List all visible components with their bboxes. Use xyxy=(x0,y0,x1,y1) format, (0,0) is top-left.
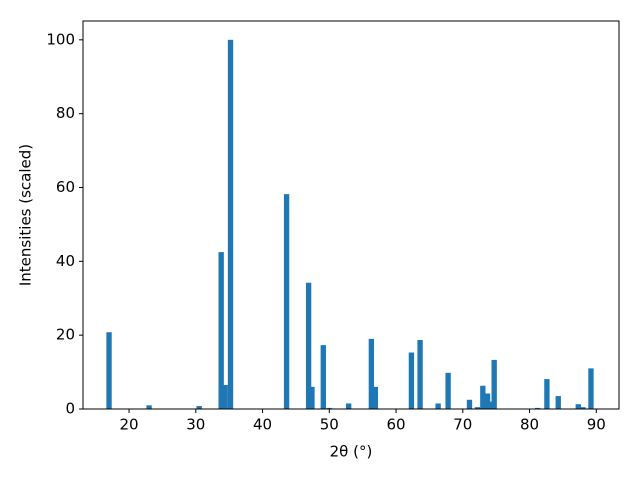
bar xyxy=(320,345,326,409)
bar xyxy=(534,407,541,409)
bar xyxy=(218,252,224,409)
bar xyxy=(106,332,112,409)
bar xyxy=(588,368,594,409)
y-tick-label: 0 xyxy=(65,400,75,418)
bar xyxy=(372,386,379,409)
bar xyxy=(484,393,491,409)
x-tick-label: 90 xyxy=(587,416,606,434)
y-tick-label: 80 xyxy=(56,104,75,122)
y-axis-label: Intensities (scaled) xyxy=(17,144,35,286)
bar xyxy=(474,407,481,409)
x-tick-label: 60 xyxy=(387,416,406,434)
y-tick-label: 20 xyxy=(56,326,75,344)
bar xyxy=(435,403,441,409)
bar xyxy=(555,396,561,409)
y-tick-label: 40 xyxy=(56,252,75,270)
bar xyxy=(283,194,290,409)
bar xyxy=(146,405,152,409)
bar xyxy=(445,372,451,409)
bar xyxy=(580,407,586,409)
bar xyxy=(417,339,423,409)
x-tick-label: 20 xyxy=(120,416,139,434)
bar xyxy=(408,352,415,409)
bar xyxy=(491,359,497,409)
bar xyxy=(227,39,234,409)
bar xyxy=(326,407,332,409)
y-tick-label: 60 xyxy=(56,178,75,196)
bar xyxy=(488,401,494,409)
bar xyxy=(466,399,473,409)
y-tick-label: 100 xyxy=(46,30,75,48)
bar xyxy=(222,385,228,409)
x-tick-label: 80 xyxy=(520,416,539,434)
bar xyxy=(305,282,312,409)
bar xyxy=(480,385,486,409)
bar xyxy=(196,406,202,409)
x-tick-label: 70 xyxy=(453,416,472,434)
x-tick-label: 40 xyxy=(253,416,272,434)
x-tick-label: 50 xyxy=(320,416,339,434)
bar xyxy=(544,379,550,409)
bar xyxy=(309,386,315,409)
plot-frame xyxy=(82,20,620,410)
bar xyxy=(368,338,375,409)
bar xyxy=(575,404,581,409)
x-axis-label: 2θ (°) xyxy=(330,443,373,461)
x-tick-label: 30 xyxy=(186,416,205,434)
bar xyxy=(345,403,352,409)
